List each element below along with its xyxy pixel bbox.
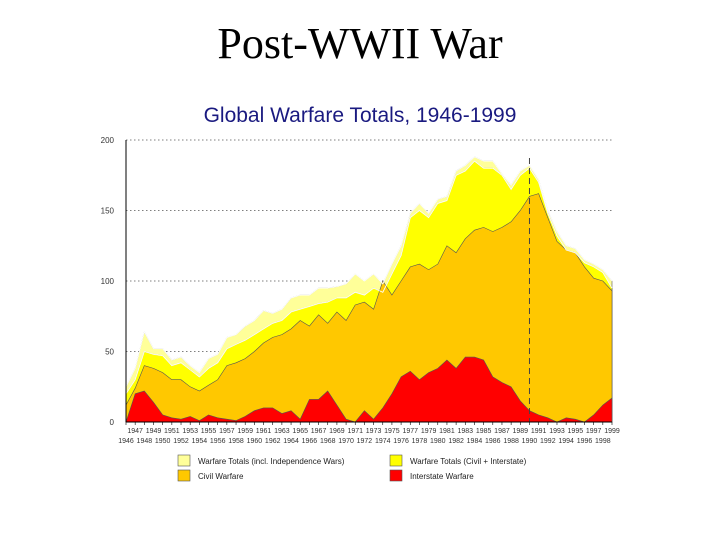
x-tick-label: 1998 xyxy=(595,438,611,445)
x-tick-label: 1974 xyxy=(375,438,391,445)
x-tick-label: 1959 xyxy=(237,428,253,435)
x-tick-label: 1981 xyxy=(439,428,455,435)
x-tick-label: 1948 xyxy=(137,438,153,445)
x-tick-label: 1989 xyxy=(513,428,529,435)
series-edge-1 xyxy=(125,156,613,388)
x-tick-label: 1972 xyxy=(357,438,373,445)
x-tick-label: 1996 xyxy=(577,438,593,445)
x-tick-label: 1999 xyxy=(604,428,620,435)
x-tick-label: 1979 xyxy=(421,428,437,435)
x-tick-label: 1949 xyxy=(146,428,162,435)
x-tick-label: 1953 xyxy=(182,428,198,435)
legend-label-4: Interstate Warfare xyxy=(410,472,474,481)
x-tick-label: 1997 xyxy=(586,428,602,435)
x-tick-label: 1951 xyxy=(164,428,180,435)
legend-label-1: Warfare Totals (incl. Independence Wars) xyxy=(198,457,345,466)
x-tick-label: 1975 xyxy=(384,428,400,435)
y-tick-label: 200 xyxy=(101,136,115,145)
x-tick-label: 1961 xyxy=(256,428,272,435)
x-tick-label: 1993 xyxy=(549,428,565,435)
x-tick-label: 1950 xyxy=(155,438,171,445)
x-tick-label: 1976 xyxy=(393,438,409,445)
x-tick-label: 1983 xyxy=(457,428,473,435)
legend-swatch-2 xyxy=(389,454,403,467)
x-tick-label: 1963 xyxy=(274,428,290,435)
x-tick-label: 1957 xyxy=(219,428,235,435)
x-tick-label: 1982 xyxy=(448,438,464,445)
area-layer: Warfare Totals (incl. Independence Wars)… xyxy=(125,156,613,423)
slide-title: Post-WWII War xyxy=(217,19,503,68)
x-tick-label: 1973 xyxy=(366,428,382,435)
x-tick-label: 1969 xyxy=(329,428,345,435)
x-tick-label: 1990 xyxy=(522,438,538,445)
x-tick-label: 1988 xyxy=(503,438,519,445)
axes: 0 50 100 150 200 1947 1949 1951 1953 1955 1957 1959… xyxy=(101,136,620,445)
legend-label-2: Warfare Totals (Civil + Interstate) xyxy=(410,457,527,466)
x-tick-label: 1966 xyxy=(302,438,318,445)
x-tick-label: 1985 xyxy=(476,428,492,435)
x-tick-label: 1955 xyxy=(201,428,217,435)
y-tick-label: 100 xyxy=(101,277,115,286)
x-tick-label: 1964 xyxy=(283,438,299,445)
x-tick-label: 1952 xyxy=(173,438,189,445)
legend-swatch-1 xyxy=(177,454,191,467)
y-tick-label: 0 xyxy=(110,418,115,427)
area-series-4: Interstate Warfare xyxy=(125,356,613,423)
x-tick-label: 1991 xyxy=(531,428,547,435)
x-tick-label: 1956 xyxy=(210,438,226,445)
x-tick-label: 1980 xyxy=(430,438,446,445)
x-tick-label: 1968 xyxy=(320,438,336,445)
legend-swatch-4 xyxy=(389,469,403,482)
x-tick-label: 1995 xyxy=(568,428,584,435)
y-tick-label: 50 xyxy=(105,348,114,357)
legend: Warfare Totals (incl. Independence Wars)… xyxy=(177,454,527,482)
series-edge-2 xyxy=(125,160,613,395)
x-tick-label: 1977 xyxy=(402,428,418,435)
x-tick-label: 1987 xyxy=(494,428,510,435)
x-tick-label: 1946 xyxy=(118,438,134,445)
legend-swatch-3 xyxy=(177,469,191,482)
x-tick-label: 1965 xyxy=(292,428,308,435)
x-tick-label: 1978 xyxy=(412,438,428,445)
area-series-3: Civil Warfare xyxy=(125,193,613,423)
x-tick-label: 1994 xyxy=(558,438,574,445)
x-tick-label: 1986 xyxy=(485,438,501,445)
x-tick-label: 1960 xyxy=(247,438,263,445)
chart-title: Global Warfare Totals, 1946-1999 xyxy=(203,104,517,127)
y-tick-label: 150 xyxy=(101,207,115,216)
x-tick-label: 1954 xyxy=(192,438,208,445)
x-tick-label: 1947 xyxy=(127,428,143,435)
x-tick-label: 1962 xyxy=(265,438,281,445)
x-tick-label: 1958 xyxy=(228,438,244,445)
x-tick-label: 1967 xyxy=(311,428,327,435)
legend-label-3: Civil Warfare xyxy=(198,472,244,481)
x-tick-label: 1971 xyxy=(347,428,363,435)
x-tick-label: 1984 xyxy=(467,438,483,445)
x-tick-label: 1992 xyxy=(540,438,556,445)
x-tick-label: 1970 xyxy=(338,438,354,445)
